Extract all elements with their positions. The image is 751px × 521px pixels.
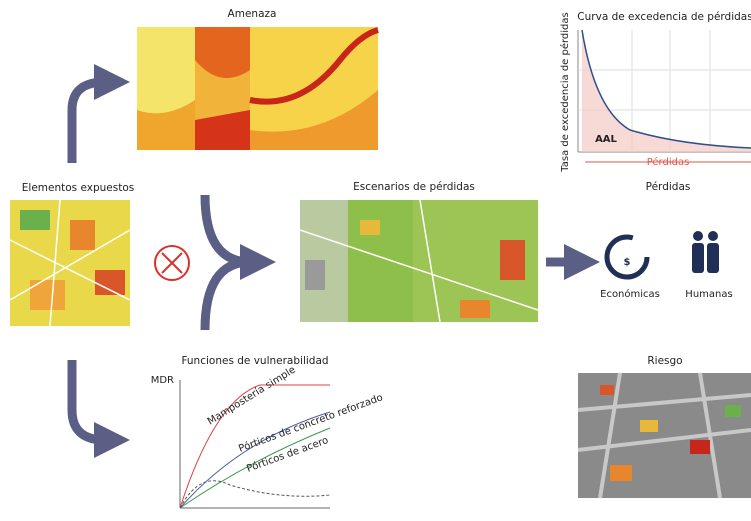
aal-label: AAL: [595, 134, 617, 145]
vulnerability-y-label: MDR: [151, 375, 174, 386]
vulnerability-title: Funciones de vulnerabilidad: [181, 355, 328, 367]
scenario-maps: [299, 199, 539, 323]
money-icon: $: [604, 234, 650, 280]
vulnerability-plot: [179, 380, 331, 509]
people-icon: [692, 231, 719, 273]
curve-title: Curva de excedencia de pérdidas: [577, 11, 751, 23]
scenarios-title: Escenarios de pérdidas: [353, 181, 475, 193]
curve-y-label: Tasa de excedencia de pérdidas: [559, 12, 571, 173]
svg-text:$: $: [624, 257, 631, 268]
not-icon: [154, 245, 190, 281]
loss-item: Humanas: [685, 289, 732, 300]
hazard-maps: [137, 27, 379, 150]
arrows: [67, 64, 600, 458]
curve-plot: [577, 29, 751, 163]
risk-image: [577, 372, 751, 499]
curve-x-label: Pérdidas: [647, 156, 690, 168]
exposure-title: Elementos expuestos: [22, 182, 134, 194]
curve-label: Mampostería simple: [205, 364, 297, 428]
exposure-map: [9, 199, 131, 327]
losses-title: Pérdidas: [646, 181, 691, 193]
loss-item: Económicas: [600, 288, 660, 300]
risk-title: Riesgo: [647, 355, 682, 367]
hazard-title: Amenaza: [228, 8, 277, 20]
